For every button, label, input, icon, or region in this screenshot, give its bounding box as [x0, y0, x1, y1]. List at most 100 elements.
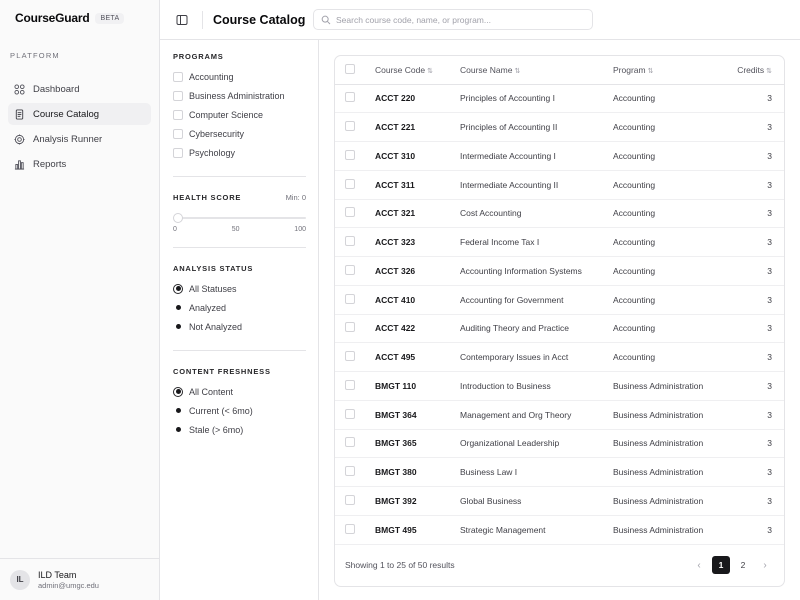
table-row[interactable]: ACCT 326 Accounting Information Systems Ac… — [335, 256, 784, 286]
column-label: Program — [613, 64, 646, 75]
row-checkbox[interactable] — [345, 523, 355, 534]
course-code-cell[interactable]: BMGT 365 — [375, 429, 460, 459]
radio[interactable] — [173, 302, 183, 313]
table-row[interactable]: ACCT 321 Cost Accounting Accounting 3 — [335, 199, 784, 229]
next-page-button[interactable]: › — [763, 559, 767, 571]
course-code-cell[interactable]: BMGT 110 — [375, 371, 460, 401]
course-code-cell[interactable]: BMGT 364 — [375, 400, 460, 430]
course-code-cell[interactable]: ACCT 310 — [375, 141, 460, 171]
slider-track[interactable] — [177, 217, 306, 219]
radio[interactable] — [173, 424, 183, 435]
course-code-cell[interactable]: ACCT 326 — [375, 256, 460, 286]
table-row[interactable]: ACCT 410 Accounting for Government Account… — [335, 285, 784, 315]
checkbox[interactable] — [173, 128, 183, 139]
table-row[interactable]: BMGT 364 Management and Org Theory Busines… — [335, 400, 784, 430]
row-checkbox[interactable] — [345, 379, 355, 390]
row-checkbox[interactable] — [345, 293, 355, 304]
table-row[interactable]: ACCT 220 Principles of Accounting I Accoun… — [335, 84, 784, 114]
credits-cell: 3 — [723, 227, 784, 257]
row-checkbox[interactable] — [345, 494, 355, 505]
radio-selected[interactable] — [173, 386, 183, 397]
program-option-cybersecurity[interactable]: Cybersecurity — [173, 124, 306, 143]
table-row[interactable]: ACCT 323 Federal Income Tax I Accounting 3 — [335, 227, 784, 257]
search-box[interactable] — [313, 9, 593, 30]
radio[interactable] — [173, 321, 183, 332]
course-code-cell[interactable]: BMGT 380 — [375, 457, 460, 487]
row-checkbox[interactable] — [345, 264, 355, 275]
course-code-cell[interactable]: ACCT 311 — [375, 170, 460, 200]
course-code-cell[interactable]: ACCT 321 — [375, 199, 460, 229]
checkbox[interactable] — [173, 147, 183, 158]
row-checkbox[interactable] — [345, 351, 355, 362]
course-code-cell[interactable]: BMGT 495 — [375, 515, 460, 545]
row-checkbox[interactable] — [345, 322, 355, 333]
credits-cell: 3 — [723, 342, 784, 372]
checkbox[interactable] — [173, 90, 183, 101]
column-header-program[interactable]: Program ⇅ — [613, 56, 723, 85]
option-label: Psychology — [189, 147, 236, 158]
sidebar-item-analysis-runner[interactable]: Analysis Runner — [8, 128, 151, 150]
health-score-title: HEALTH SCORE — [173, 193, 242, 202]
sidebar-toggle-button[interactable] — [174, 12, 190, 28]
table-row[interactable]: BMGT 495 Strategic Management Business Adm… — [335, 515, 784, 545]
row-checkbox[interactable] — [345, 121, 355, 132]
row-checkbox[interactable] — [345, 149, 355, 160]
app-logo-text[interactable]: CourseGuard — [15, 11, 90, 25]
freshness-option-all[interactable]: All Content — [173, 382, 306, 401]
table-row[interactable]: ACCT 221 Principles of Accounting II Accou… — [335, 112, 784, 142]
course-code-cell[interactable]: ACCT 323 — [375, 227, 460, 257]
slider-thumb[interactable] — [173, 213, 183, 223]
page-button-2[interactable]: 2 — [740, 560, 746, 570]
sort-icon: ⇅ — [514, 67, 521, 75]
course-code-cell[interactable]: ACCT 495 — [375, 342, 460, 372]
checkbox[interactable] — [173, 109, 183, 120]
select-all-checkbox[interactable] — [345, 63, 355, 74]
search-input[interactable] — [336, 14, 592, 25]
row-checkbox[interactable] — [345, 408, 355, 419]
row-checkbox[interactable] — [345, 236, 355, 247]
table-row[interactable]: ACCT 422 Auditing Theory and Practice Acco… — [335, 314, 784, 344]
option-label: Accounting — [189, 71, 234, 82]
table-row[interactable]: ACCT 311 Intermediate Accounting II Accoun… — [335, 170, 784, 200]
freshness-option-stale[interactable]: Stale (> 6mo) — [173, 420, 306, 439]
health-score-slider[interactable] — [173, 212, 306, 224]
course-code-cell[interactable]: ACCT 220 — [375, 84, 460, 114]
row-checkbox[interactable] — [345, 437, 355, 448]
table-row[interactable]: ACCT 495 Contemporary Issues in Acct Accou… — [335, 342, 784, 372]
column-header-course-code[interactable]: Course Code ⇅ — [375, 56, 460, 85]
program-cell: Business Administration — [613, 400, 723, 430]
table-row[interactable]: ACCT 310 Intermediate Accounting I Account… — [335, 141, 784, 171]
page-button-1[interactable]: 1 — [712, 556, 730, 574]
course-code-cell[interactable]: ACCT 422 — [375, 314, 460, 344]
radio-selected[interactable] — [173, 283, 183, 294]
sidebar-item-dashboard[interactable]: Dashboard — [8, 78, 151, 100]
radio[interactable] — [173, 405, 183, 416]
status-option-all[interactable]: All Statuses — [173, 279, 306, 298]
checkbox[interactable] — [173, 71, 183, 82]
row-checkbox[interactable] — [345, 92, 355, 103]
column-header-credits[interactable]: Credits ⇅ — [723, 56, 784, 85]
program-option-psychology[interactable]: Psychology — [173, 143, 306, 162]
status-option-analyzed[interactable]: Analyzed — [173, 298, 306, 317]
table-row[interactable]: BMGT 365 Organizational Leadership Busines… — [335, 429, 784, 459]
row-checkbox[interactable] — [345, 207, 355, 218]
table-row[interactable]: BMGT 380 Business Law I Business Administr… — [335, 457, 784, 487]
previous-page-button[interactable]: ‹ — [697, 559, 701, 571]
course-code-cell[interactable]: ACCT 410 — [375, 285, 460, 315]
program-option-accounting[interactable]: Accounting — [173, 67, 306, 86]
status-option-not-analyzed[interactable]: Not Analyzed — [173, 317, 306, 336]
sidebar-item-course-catalog[interactable]: Course Catalog — [8, 103, 151, 125]
freshness-option-current[interactable]: Current (< 6mo) — [173, 401, 306, 420]
program-option-computer-science[interactable]: Computer Science — [173, 105, 306, 124]
sidebar-item-reports[interactable]: Reports — [8, 153, 151, 175]
column-header-course-name[interactable]: Course Name ⇅ — [460, 56, 613, 85]
course-code-cell[interactable]: BMGT 392 — [375, 486, 460, 516]
user-profile[interactable]: IL ILD Team admin@umgc.edu — [0, 558, 159, 600]
row-checkbox[interactable] — [345, 178, 355, 189]
row-checkbox[interactable] — [345, 466, 355, 477]
table-row[interactable]: BMGT 392 Global Business Business Administ… — [335, 486, 784, 516]
table-row[interactable]: BMGT 110 Introduction to Business Business… — [335, 371, 784, 401]
program-option-business-administration[interactable]: Business Administration — [173, 86, 306, 105]
nav-section-label: PLATFORM — [10, 51, 60, 60]
course-code-cell[interactable]: ACCT 221 — [375, 112, 460, 142]
